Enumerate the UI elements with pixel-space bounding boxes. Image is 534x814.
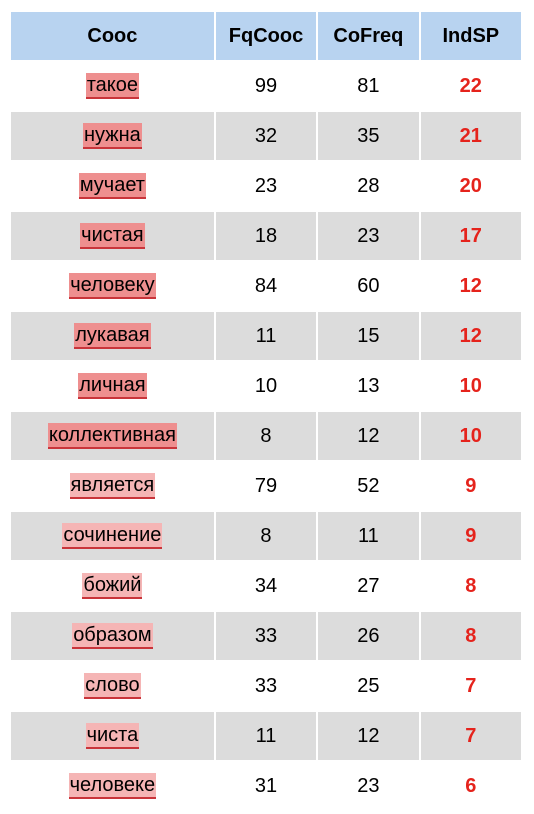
cell-indsp: 7 bbox=[420, 712, 521, 760]
cooccurrence-table-container: Cooc FqCooc CoFreq IndSP такое 99 81 22 нужн… bbox=[9, 10, 521, 812]
cell-indsp: 10 bbox=[420, 412, 521, 460]
cell-cofreq: 13 bbox=[318, 362, 419, 410]
cell-indsp: 17 bbox=[420, 212, 521, 260]
cell-indsp: 10 bbox=[420, 362, 521, 410]
cooc-word-link[interactable]: мучает bbox=[78, 173, 146, 199]
cell-cooc: человеку bbox=[11, 262, 214, 310]
column-header-indsp[interactable]: IndSP bbox=[420, 12, 521, 60]
cell-indsp: 21 bbox=[420, 112, 521, 160]
cell-cofreq: 23 bbox=[318, 762, 419, 810]
cell-fqcooc: 23 bbox=[215, 162, 317, 210]
table-row: мучает 23 28 20 bbox=[11, 162, 521, 210]
cooc-word-link[interactable]: чистая bbox=[80, 223, 145, 249]
cell-fqcooc: 31 bbox=[215, 762, 317, 810]
table-row: слово 33 25 7 bbox=[11, 662, 521, 710]
cell-cooc: нужна bbox=[11, 112, 214, 160]
cell-cooc: слово bbox=[11, 662, 214, 710]
cell-indsp: 8 bbox=[420, 612, 521, 660]
cell-fqcooc: 10 bbox=[215, 362, 317, 410]
cooc-word-link[interactable]: человеке bbox=[68, 773, 157, 799]
table-row: личная 10 13 10 bbox=[11, 362, 521, 410]
cooc-word-link[interactable]: нужна bbox=[82, 123, 142, 149]
cooc-word-link[interactable]: человеку bbox=[69, 273, 156, 299]
cell-cofreq: 12 bbox=[318, 412, 419, 460]
cell-fqcooc: 18 bbox=[215, 212, 317, 260]
cell-cofreq: 15 bbox=[318, 312, 419, 360]
cell-cooc: сочинение bbox=[11, 512, 214, 560]
cooc-word-link[interactable]: слово bbox=[84, 673, 141, 699]
cell-indsp: 7 bbox=[420, 662, 521, 710]
table-row: сочинение 8 11 9 bbox=[11, 512, 521, 560]
cell-fqcooc: 32 bbox=[215, 112, 317, 160]
cooc-word-link[interactable]: личная bbox=[78, 373, 147, 399]
cell-cooc: чиста bbox=[11, 712, 214, 760]
cell-fqcooc: 8 bbox=[215, 512, 317, 560]
cooc-word-link[interactable]: коллективная bbox=[47, 423, 177, 449]
cell-fqcooc: 79 bbox=[215, 462, 317, 510]
cell-cooc: образом bbox=[11, 612, 214, 660]
cooc-word-link[interactable]: является bbox=[69, 473, 156, 499]
cooc-word-link[interactable]: такое bbox=[85, 73, 140, 99]
table-row: божий 34 27 8 bbox=[11, 562, 521, 610]
cell-cooc: лукавая bbox=[11, 312, 214, 360]
table-row: образом 33 26 8 bbox=[11, 612, 521, 660]
cooc-word-link[interactable]: чиста bbox=[85, 723, 140, 749]
cell-cofreq: 25 bbox=[318, 662, 419, 710]
table-row: человеку 84 60 12 bbox=[11, 262, 521, 310]
cell-fqcooc: 8 bbox=[215, 412, 317, 460]
cell-cofreq: 27 bbox=[318, 562, 419, 610]
cell-cooc: такое bbox=[11, 62, 214, 110]
table-row: нужна 32 35 21 bbox=[11, 112, 521, 160]
cell-indsp: 9 bbox=[420, 512, 521, 560]
cell-cofreq: 52 bbox=[318, 462, 419, 510]
cooc-word-link[interactable]: божий bbox=[82, 573, 143, 599]
cell-fqcooc: 34 bbox=[215, 562, 317, 610]
cell-cofreq: 81 bbox=[318, 62, 419, 110]
table-row: такое 99 81 22 bbox=[11, 62, 521, 110]
cell-cofreq: 12 bbox=[318, 712, 419, 760]
cell-fqcooc: 84 bbox=[215, 262, 317, 310]
column-header-fqcooc[interactable]: FqCooc bbox=[215, 12, 317, 60]
cell-fqcooc: 33 bbox=[215, 662, 317, 710]
table-row: является 79 52 9 bbox=[11, 462, 521, 510]
table-body: такое 99 81 22 нужна 32 35 21 мучает 23 28 20 чистая… bbox=[11, 62, 521, 810]
cell-indsp: 6 bbox=[420, 762, 521, 810]
cooc-word-link[interactable]: сочинение bbox=[62, 523, 163, 549]
cell-cofreq: 60 bbox=[318, 262, 419, 310]
column-header-cofreq[interactable]: CoFreq bbox=[318, 12, 419, 60]
cell-cooc: чистая bbox=[11, 212, 214, 260]
cooc-word-link[interactable]: образом bbox=[72, 623, 153, 649]
cell-cooc: личная bbox=[11, 362, 214, 410]
cell-indsp: 12 bbox=[420, 262, 521, 310]
cell-fqcooc: 11 bbox=[215, 712, 317, 760]
cell-indsp: 20 bbox=[420, 162, 521, 210]
table-row: чиста 11 12 7 bbox=[11, 712, 521, 760]
cell-fqcooc: 11 bbox=[215, 312, 317, 360]
column-header-cooc[interactable]: Cooc bbox=[11, 12, 214, 60]
cooc-word-link[interactable]: лукавая bbox=[74, 323, 151, 349]
cell-cooc: является bbox=[11, 462, 214, 510]
table-header-row: Cooc FqCooc CoFreq IndSP bbox=[11, 12, 521, 60]
table-row: лукавая 11 15 12 bbox=[11, 312, 521, 360]
cell-cooc: мучает bbox=[11, 162, 214, 210]
table-row: человеке 31 23 6 bbox=[11, 762, 521, 810]
cooccurrence-table: Cooc FqCooc CoFreq IndSP такое 99 81 22 нужн… bbox=[9, 10, 523, 812]
cell-cofreq: 28 bbox=[318, 162, 419, 210]
table-row: чистая 18 23 17 bbox=[11, 212, 521, 260]
cell-cofreq: 35 bbox=[318, 112, 419, 160]
cell-cooc: божий bbox=[11, 562, 214, 610]
cell-cofreq: 23 bbox=[318, 212, 419, 260]
cell-fqcooc: 99 bbox=[215, 62, 317, 110]
cell-cooc: человеке bbox=[11, 762, 214, 810]
cell-fqcooc: 33 bbox=[215, 612, 317, 660]
cell-indsp: 12 bbox=[420, 312, 521, 360]
cell-cofreq: 26 bbox=[318, 612, 419, 660]
cell-cooc: коллективная bbox=[11, 412, 214, 460]
table-row: коллективная 8 12 10 bbox=[11, 412, 521, 460]
cell-indsp: 22 bbox=[420, 62, 521, 110]
cell-cofreq: 11 bbox=[318, 512, 419, 560]
cell-indsp: 8 bbox=[420, 562, 521, 610]
cell-indsp: 9 bbox=[420, 462, 521, 510]
